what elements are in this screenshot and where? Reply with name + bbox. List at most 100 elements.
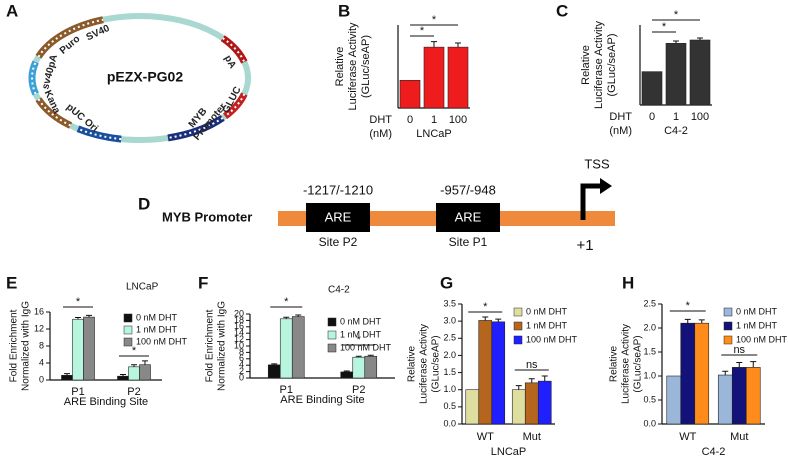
error-bar — [283, 316, 290, 319]
y-axis-label: (GLuc/seAP) — [360, 35, 372, 98]
panel-letter: B — [338, 1, 350, 20]
bar — [641, 71, 663, 106]
y-tick-label: 6 — [239, 353, 244, 363]
bar — [537, 380, 552, 425]
y-axis-label: Luciferase Activity — [419, 324, 430, 404]
y-tick-label: 12 — [34, 323, 44, 333]
bar — [139, 364, 151, 381]
feature-label: pA — [222, 54, 238, 71]
y-axis-label: Luciferase Activity — [621, 324, 632, 404]
legend-label: 1 nM DHT — [526, 320, 568, 330]
x-tick-label: P1 — [280, 384, 293, 396]
bar — [447, 46, 469, 109]
helix — [224, 93, 246, 118]
bar — [291, 316, 305, 379]
y-tick-label: 18 — [234, 315, 244, 325]
y-tick-label: 8 — [39, 340, 44, 350]
y-tick-label: 0.5 — [643, 394, 656, 404]
legend-swatch — [723, 321, 733, 331]
legend-label: 100 nM DHT — [736, 334, 788, 344]
bar — [745, 367, 761, 425]
y-axis-label: Fold Enrichment — [205, 309, 216, 382]
legend-label: 0 nM DHT — [736, 306, 778, 316]
x-axis-label: LNCaP — [491, 446, 526, 458]
y-axis-label: Relative — [609, 346, 620, 383]
y-tick-label: 4 — [39, 357, 44, 367]
bar — [340, 371, 354, 379]
error-bar — [736, 362, 743, 368]
y-tick-label: 0 — [239, 372, 244, 382]
x-tick-label: Mut — [523, 431, 541, 443]
significance-label: * — [132, 345, 137, 357]
y-tick-label: 2.0 — [643, 322, 656, 332]
panel-letter: F — [198, 273, 208, 292]
y-tick-label: 3.5 — [443, 298, 456, 308]
segment-myb — [167, 114, 225, 142]
y-axis-label: (GLuc/seAP) — [633, 335, 644, 392]
error-bar — [722, 370, 729, 376]
significance-label: * — [483, 301, 488, 313]
y-tick-label: 10 — [234, 340, 244, 350]
x-tick-label: 100 — [691, 111, 709, 123]
legend-swatch — [123, 337, 133, 347]
legend-label: 100 nM DHT — [136, 336, 188, 346]
y-tick-label: 1.5 — [443, 367, 456, 377]
bar — [352, 356, 366, 379]
significance-label: * — [76, 296, 81, 308]
are-box — [306, 203, 370, 232]
bar — [267, 364, 281, 379]
helix — [222, 37, 246, 63]
legend-label: 1 nM DHT — [136, 324, 178, 334]
y-tick-label: 2 — [239, 366, 244, 376]
error-bar — [750, 361, 757, 368]
panel-letter: A — [6, 1, 18, 20]
error-bar — [515, 385, 522, 390]
legend-label: 100 nM DHT — [526, 334, 578, 344]
x-axis-label: C4-2 — [702, 446, 726, 458]
x-tick-label: 100 — [449, 114, 467, 126]
panel-letter: G — [440, 273, 453, 292]
y-tick-label: 3.0 — [443, 316, 456, 326]
error-bar — [541, 375, 548, 382]
bar — [128, 366, 140, 381]
error-bar — [142, 360, 148, 365]
significance-label: * — [432, 14, 437, 26]
legend-label: 1 nM DHT — [736, 320, 778, 330]
promoter-label: MYB Promoter — [162, 209, 252, 224]
y-tick-label: 2.0 — [443, 350, 456, 360]
bar — [731, 367, 747, 425]
y-axis-label: Relative — [580, 45, 592, 85]
error-bar — [367, 354, 374, 357]
x-prefix-label: DHT — [369, 114, 392, 126]
x-tick-label: WT — [679, 431, 696, 443]
site-label: Site P1 — [449, 235, 488, 249]
bar — [61, 375, 73, 381]
legend-swatch — [513, 321, 523, 331]
legend-label: 1 nM DHT — [340, 329, 382, 339]
y-tick-label: 0.0 — [443, 418, 456, 428]
bar — [423, 46, 445, 109]
error-bar — [355, 355, 362, 358]
panel-letter: H — [622, 273, 634, 292]
are-label: ARE — [325, 209, 352, 224]
y-tick-label: 14 — [234, 328, 244, 338]
bar — [478, 320, 493, 425]
legend-swatch — [327, 317, 337, 327]
y-axis-label: Relative — [334, 47, 346, 87]
x-tick-label: P2 — [352, 384, 365, 396]
x-prefix-label: DHT — [609, 111, 632, 123]
x-tick-label: 1 — [673, 111, 679, 123]
y-axis-label: (GLuc/seAP) — [606, 34, 618, 97]
bar — [524, 382, 539, 425]
legend-swatch — [723, 335, 733, 345]
bar — [717, 374, 733, 425]
y-tick-label: 0.5 — [443, 401, 456, 411]
legend-swatch — [513, 307, 523, 317]
bar — [694, 322, 710, 425]
bar — [364, 355, 378, 379]
error-bar — [295, 314, 302, 317]
bar — [511, 389, 526, 425]
y-tick-label: 2.5 — [443, 333, 456, 343]
bar — [666, 375, 682, 425]
